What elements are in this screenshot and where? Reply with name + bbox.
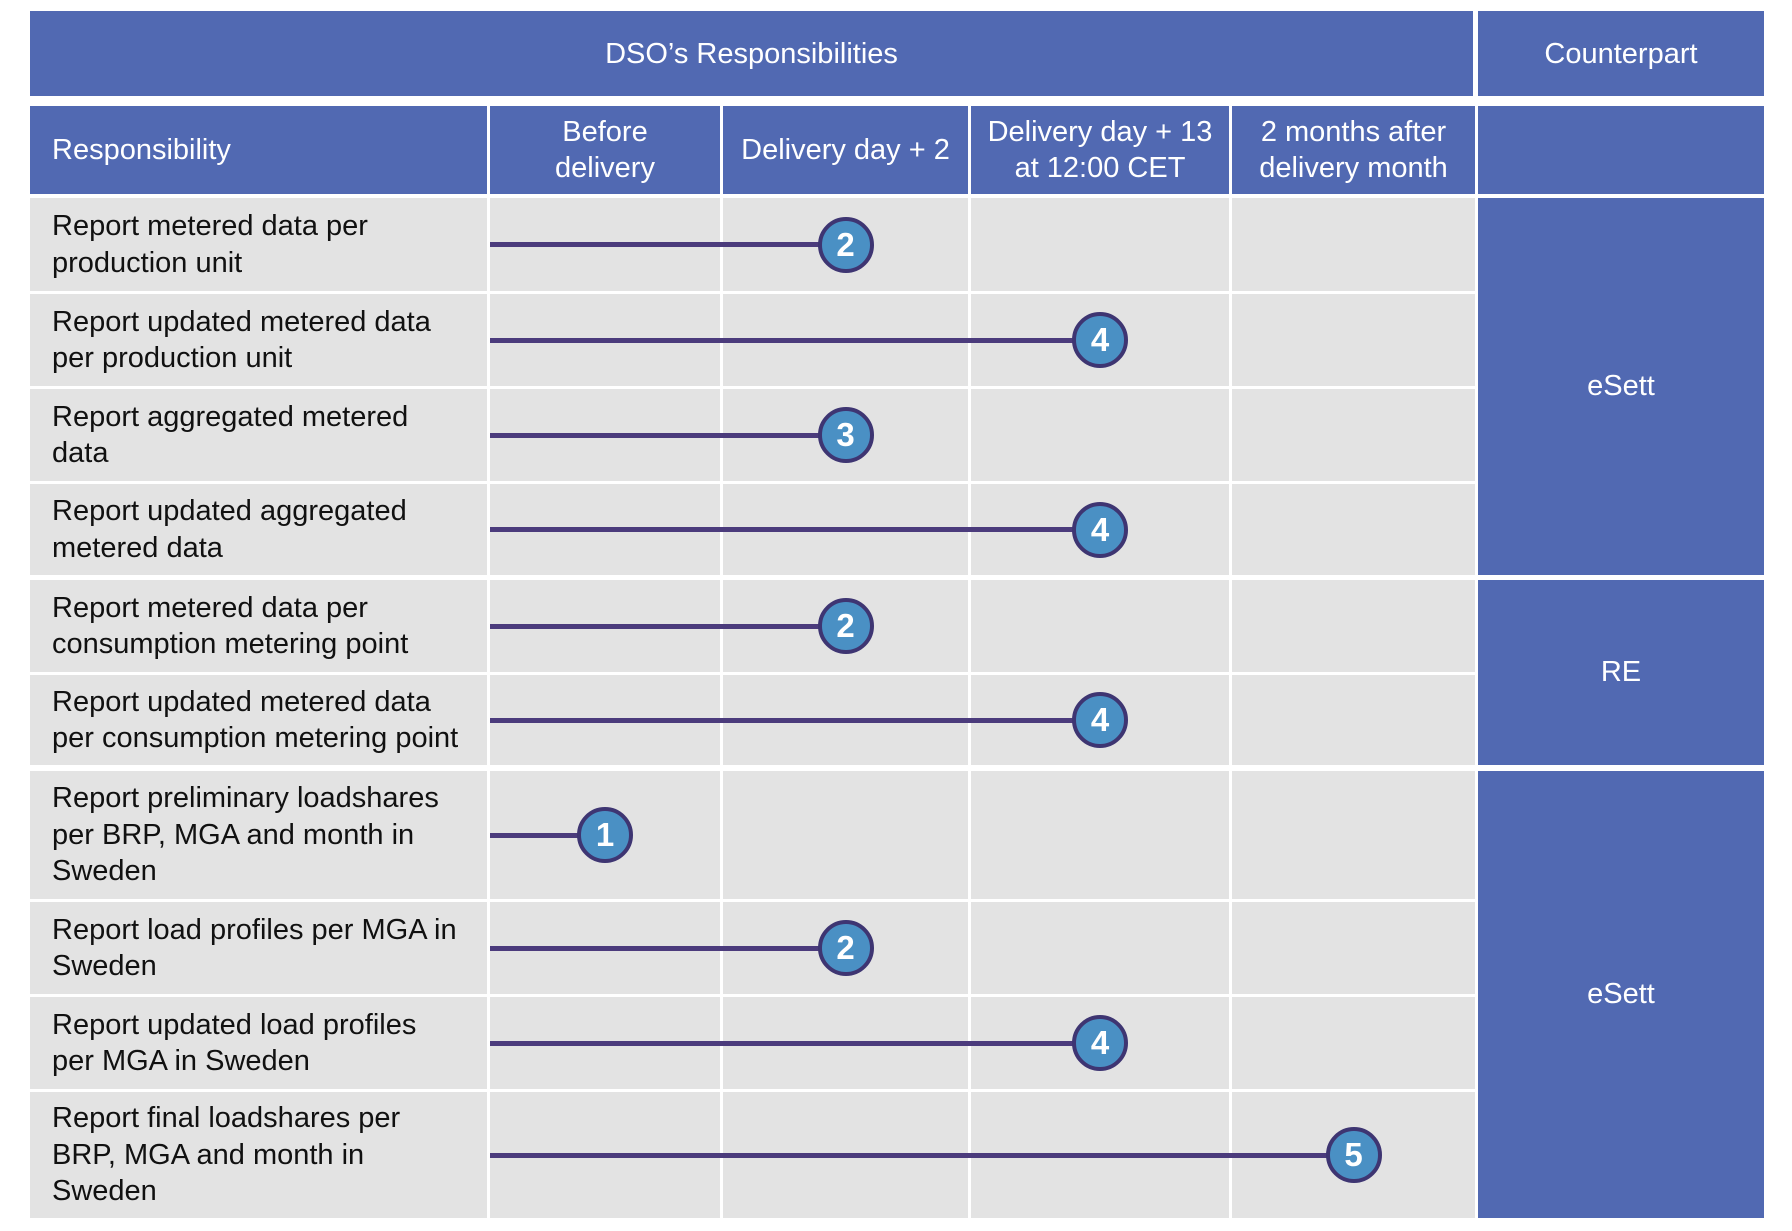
grid-cell [971,198,1229,291]
grid-cell [1232,198,1475,291]
grid-cell [30,675,487,765]
grid-cell [1232,997,1475,1089]
timeline-line [490,242,846,247]
grid-cell [1232,771,1475,899]
responsibility-label: Report aggregated metered data [52,400,409,470]
timeline-line [490,832,605,838]
timeline-line [490,623,846,629]
timeline-line [490,337,1100,343]
step-badge: 2 [817,920,874,976]
responsibility-label: Report preliminary loadshares per BRP, M… [52,782,439,888]
grid-cell [30,1092,487,1218]
step-badge: 5 [1325,1127,1382,1183]
dso-responsibilities-header: DSO’s Responsibilities [30,11,1473,96]
responsibility-label: Report load profiles per MGA in Sweden [52,913,457,983]
step-badge: 2 [817,216,874,273]
counterpart-header: Counterpart [1478,11,1764,96]
grid-cell [30,484,487,575]
grid-cell [30,771,487,899]
grid-cell [1232,389,1475,481]
timeline-line [490,717,1100,723]
step-badge: 4 [1072,1015,1128,1071]
timeline-line [490,945,846,951]
timeline-line [490,527,1100,532]
responsibility-label: Report final loadshares per BRP, MGA and… [52,1102,401,1208]
counterpart-column-header [1478,106,1764,194]
grid-cell [30,997,487,1089]
grid-cell [30,198,487,291]
grid-cell [30,294,487,386]
column-header-4: 2 months after delivery month [1232,106,1475,194]
responsibility-label: Report metered data per production unit [52,210,368,279]
step-badge: 4 [1072,692,1128,748]
responsibility-label: Report updated metered data per consumpt… [52,685,459,755]
column-header-3: Delivery day + 13 at 12:00 CET [971,106,1229,194]
responsibility-label: Report metered data per consumption mete… [52,591,409,661]
grid-cell [30,580,487,672]
grid-cell [971,771,1229,899]
responsibility-label: Report updated load profiles per MGA in … [52,1008,417,1078]
column-header-0: Responsibility [30,106,487,194]
step-badge: 1 [577,807,633,863]
counterpart-cell: eSett [1478,771,1764,1218]
step-badge: 4 [1072,501,1128,558]
column-header-2: Delivery day + 2 [723,106,968,194]
grid-cell [971,389,1229,481]
grid-cell [1232,675,1475,765]
step-badge: 3 [817,407,874,463]
grid-cell [971,902,1229,994]
grid-cell [723,771,968,899]
grid-cell [1232,294,1475,386]
grid-cell [971,580,1229,672]
counterpart-cell: RE [1478,580,1764,765]
step-badge: 4 [1072,312,1128,368]
responsibility-label: Report updated metered data per producti… [52,305,431,375]
column-header-1: Before delivery [490,106,720,194]
grid-cell [1232,580,1475,672]
grid-cell [1232,484,1475,575]
timeline-line [490,1152,1354,1158]
counterpart-cell: eSett [1478,198,1764,575]
step-badge: 2 [817,598,874,654]
grid-cell [1232,902,1475,994]
responsibility-label: Report updated aggregated metered data [52,495,407,564]
grid-cell [30,389,487,481]
grid-cell [30,902,487,994]
timeline-line [490,1040,1100,1046]
timeline-line [490,432,846,438]
